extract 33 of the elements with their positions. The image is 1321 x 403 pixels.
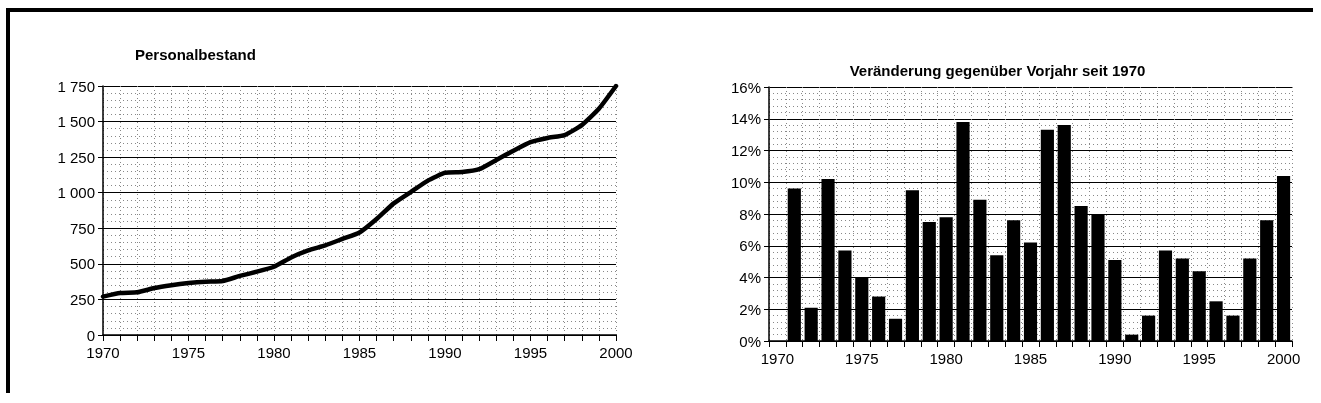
chart-title: Veränderung gegenüber Vorjahr seit 1970 [849, 62, 1146, 79]
x-tick-label: 1995 [513, 344, 548, 361]
y-tick-label: 4% [739, 269, 761, 286]
y-tick-label: 0 [86, 326, 95, 344]
y-tick-label: 1 500 [57, 113, 95, 131]
x-tick-label: 1970 [760, 350, 795, 367]
y-tick-label: 2% [739, 300, 761, 318]
chart-title: Personalbestand [135, 46, 256, 63]
x-tick-label: 1990 [428, 344, 462, 361]
y-tick-label: 14% [730, 110, 761, 128]
x-tick-label: 1985 [342, 344, 377, 361]
y-tick-label: 10% [730, 173, 761, 191]
y-tick-label: 1 250 [57, 148, 95, 166]
x-tick-label: 1970 [86, 344, 120, 361]
x-tick-label: 2000 [599, 344, 633, 361]
y-tick-label: 8% [739, 205, 761, 223]
x-tick-label: 1990 [1098, 350, 1132, 367]
y-tick-label: 1 750 [57, 77, 95, 95]
y-tick-label: 0% [739, 332, 761, 350]
x-tick-label: 1980 [929, 350, 963, 367]
y-tick-label: 250 [69, 290, 95, 308]
y-tick-label: 6% [739, 237, 761, 255]
x-tick-label: 1975 [845, 350, 879, 367]
x-tick-label: 1985 [1013, 350, 1048, 367]
x-tick-label: 1995 [1182, 350, 1216, 367]
x-tick-label: 1980 [257, 344, 291, 361]
y-tick-label: 750 [69, 219, 95, 237]
y-tick-label: 16% [730, 78, 761, 96]
x-tick-label: 2000 [1266, 350, 1301, 367]
y-tick-label: 1 000 [57, 184, 95, 202]
y-tick-label: 500 [69, 255, 95, 273]
x-tick-label: 1975 [171, 344, 206, 361]
y-tick-label: 12% [730, 142, 761, 159]
